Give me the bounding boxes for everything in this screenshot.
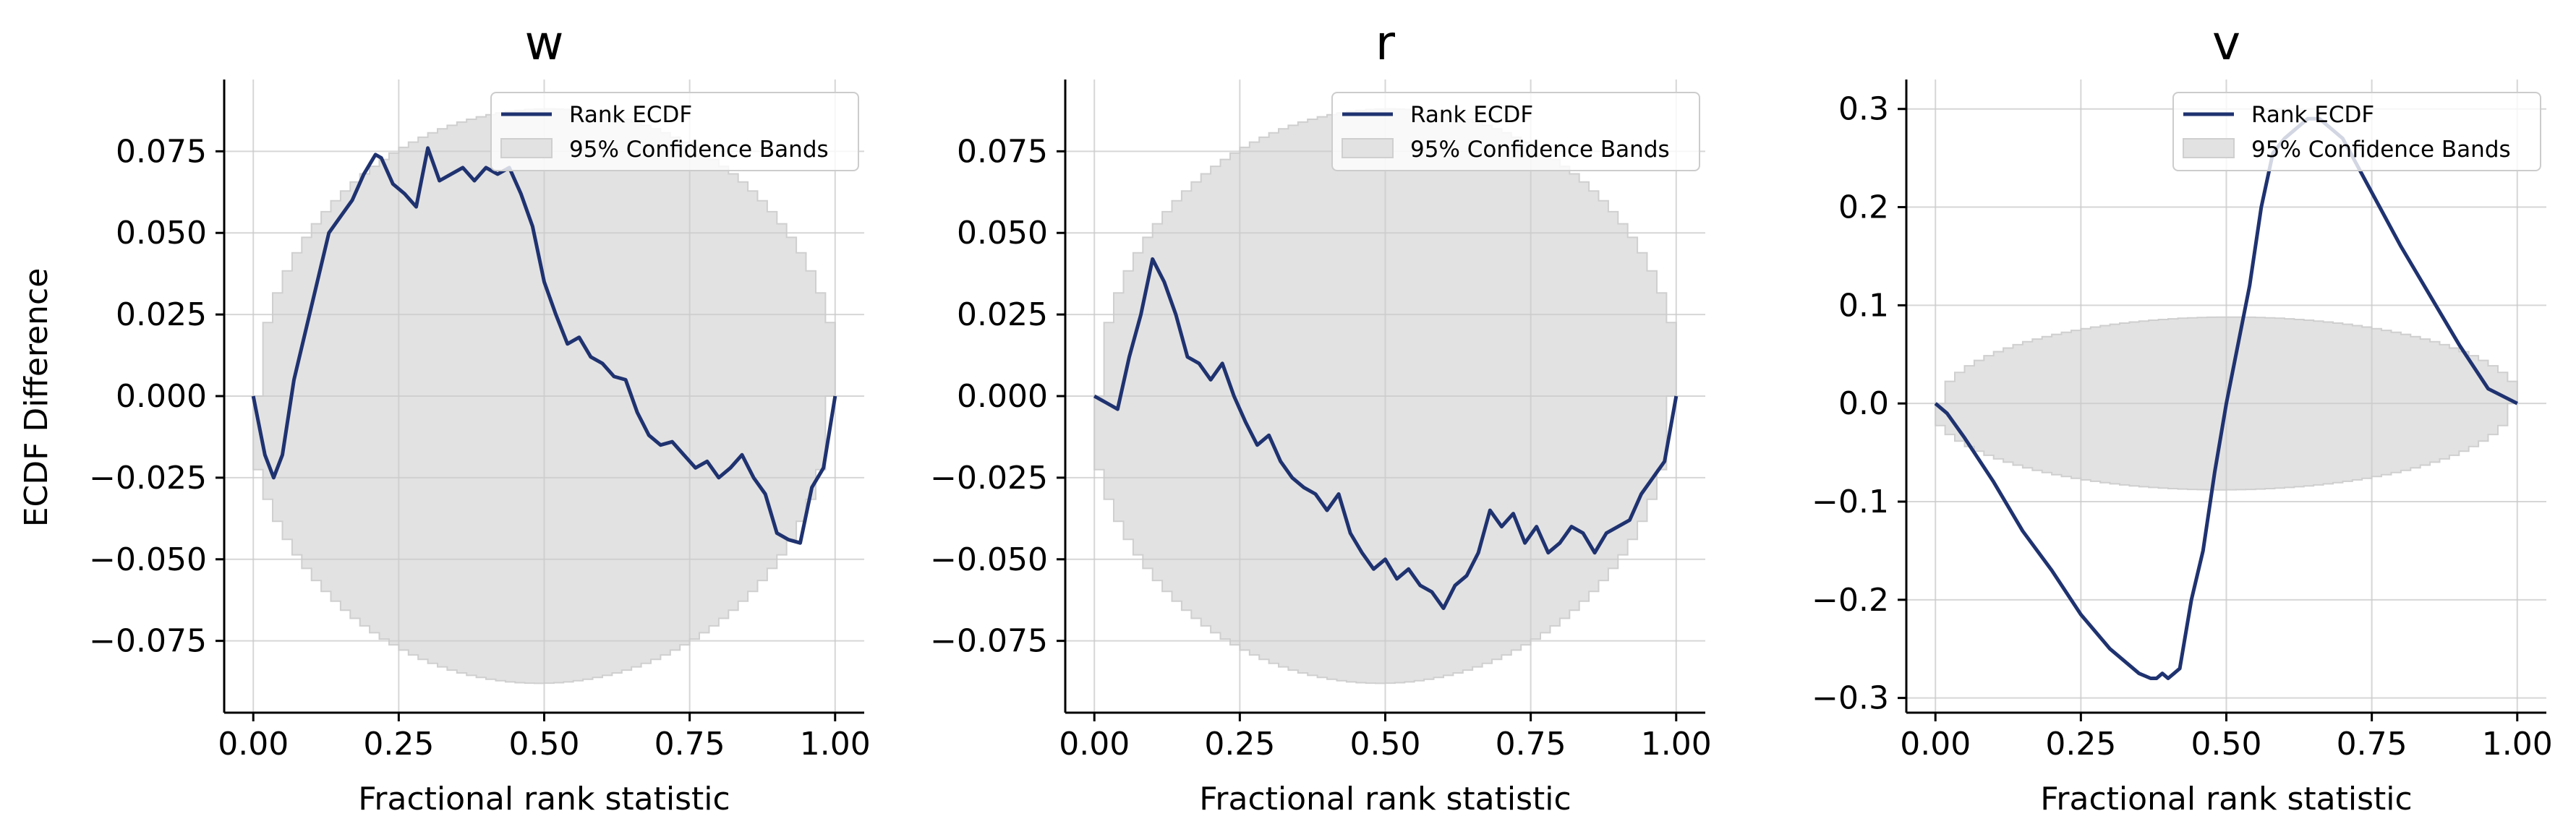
y-tick-label: 0.000 [957, 378, 1048, 415]
y-tick-label: 0.050 [116, 215, 207, 252]
x-tick-label: 0.00 [218, 726, 289, 763]
x-tick-label: 0.25 [1204, 726, 1275, 763]
legend-frame [1331, 92, 1700, 171]
x-tick-label: 1.00 [1641, 726, 1712, 763]
series-line-rank-ecdf [251, 146, 837, 545]
legend-label: 95% Confidence Bands [2251, 137, 2511, 163]
x-tick-label: 0.50 [2191, 726, 2262, 763]
subplot-w: 0.00 0.25 0.50 0.75 1.00 −0.075 −0.050 −0.025 0.… [89, 15, 871, 817]
x-tick-label: 0.00 [1059, 726, 1130, 763]
y-tick-label: 0.0 [1838, 385, 1889, 422]
x-tick-label: 0.50 [509, 726, 580, 763]
legend: Rank ECDF 95% Confidence Bands [2172, 92, 2541, 171]
x-tick-label: 0.75 [2337, 726, 2407, 763]
grid [1065, 80, 1705, 713]
subplot-title: r [1376, 15, 1396, 71]
series-line-rank-ecdf [1093, 257, 1679, 610]
y-tick-label: −0.3 [1812, 680, 1889, 717]
legend-label: Rank ECDF [1410, 102, 1533, 128]
subplot-r: 0.00 0.25 0.50 0.75 1.00 −0.075 −0.050 −0.025 0.… [930, 15, 1712, 817]
y-tick-label: 0.2 [1838, 189, 1889, 226]
x-tick-label: 0.00 [1900, 726, 1971, 763]
subplot-title: v [2212, 15, 2240, 71]
y-tick-label: −0.075 [930, 623, 1048, 660]
x-tick-label: 1.00 [800, 726, 871, 763]
x-axis-label: Fractional rank statistic [358, 781, 730, 817]
y-tick-label: 0.025 [957, 296, 1048, 333]
legend-label: 95% Confidence Bands [1410, 137, 1670, 163]
y-tick-label: 0.025 [116, 296, 207, 333]
subplot-v: 0.00 0.25 0.50 0.75 1.00 −0.3 −0.2 −0.1 0.0 0.1 0.… [1812, 15, 2553, 817]
x-tick-label: 0.75 [1496, 726, 1566, 763]
legend-swatch-band [2183, 138, 2235, 158]
x-tick-label: 0.25 [2045, 726, 2116, 763]
legend-label: 95% Confidence Bands [569, 137, 829, 163]
legend: Rank ECDF 95% Confidence Bands [1331, 92, 1700, 171]
figure-ylabel: ECDF Difference [18, 268, 55, 528]
subplot-title: w [525, 15, 564, 71]
y-tick-label: 0.000 [116, 378, 207, 415]
y-tick-label: −0.050 [930, 541, 1048, 578]
y-tick-label: −0.2 [1812, 582, 1889, 619]
legend-label: Rank ECDF [569, 102, 692, 128]
y-tick-label: −0.025 [930, 460, 1048, 497]
legend-frame [2172, 92, 2541, 171]
y-tick-label: 0.050 [957, 215, 1048, 252]
x-tick-label: 0.75 [654, 726, 725, 763]
x-tick-label: 0.25 [363, 726, 434, 763]
grid [224, 80, 864, 713]
y-tick-label: −0.075 [89, 623, 207, 660]
subplots: 0.00 0.25 0.50 0.75 1.00 −0.075 −0.050 −0.025 0.… [89, 15, 2553, 817]
y-tick-label: −0.1 [1812, 484, 1889, 520]
y-tick-label: −0.050 [89, 541, 207, 578]
legend-swatch-band [500, 138, 553, 158]
legend-swatch-band [1342, 138, 1394, 158]
y-tick-label: 0.075 [116, 133, 207, 170]
x-axis-label: Fractional rank statistic [2040, 781, 2412, 817]
legend: Rank ECDF 95% Confidence Bands [490, 92, 859, 171]
y-tick-label: 0.1 [1838, 287, 1889, 324]
x-tick-label: 0.50 [1350, 726, 1421, 763]
y-tick-label: 0.3 [1838, 91, 1889, 128]
legend-label: Rank ECDF [2251, 102, 2374, 128]
y-tick-label: −0.025 [89, 460, 207, 497]
y-tick-label: 0.075 [957, 133, 1048, 170]
x-axis-label: Fractional rank statistic [1199, 781, 1571, 817]
legend-frame [490, 92, 859, 171]
x-tick-label: 1.00 [2482, 726, 2553, 763]
